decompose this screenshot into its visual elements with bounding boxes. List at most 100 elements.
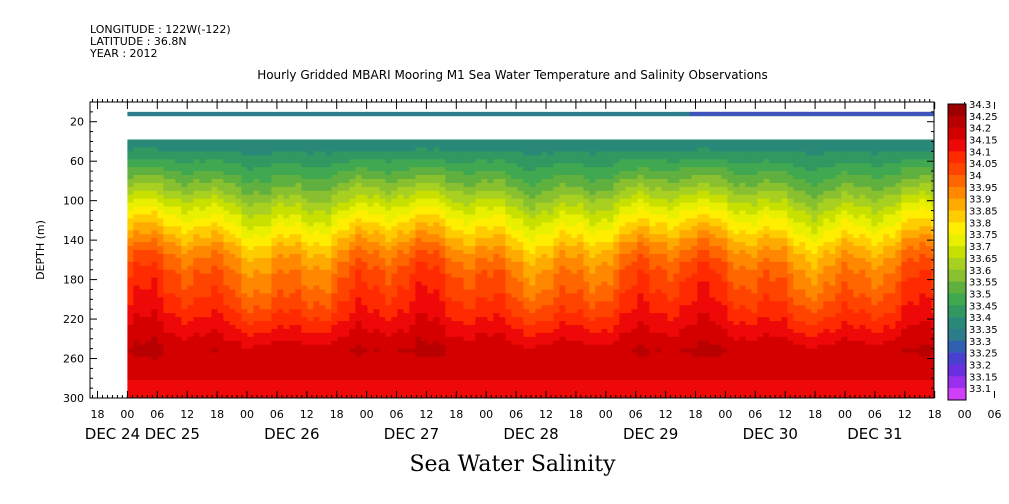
heatmap-cell (535, 376, 542, 381)
heatmap-cell (541, 289, 548, 294)
heatmap-cell (295, 238, 302, 243)
heatmap-cell (301, 269, 308, 275)
heatmap-cell (553, 289, 560, 294)
heatmap-cell (301, 281, 308, 286)
heatmap-cell (391, 328, 398, 334)
heatmap-cell (235, 234, 242, 239)
heatmap-cell (397, 230, 404, 235)
heatmap-cell (211, 226, 218, 231)
heatmap-cell (289, 226, 296, 231)
heatmap-cell (493, 285, 500, 290)
heatmap-cell (229, 348, 236, 354)
heatmap-cell (535, 269, 542, 275)
heatmap-cell (283, 384, 290, 389)
heatmap-cell (523, 246, 530, 251)
heatmap-cell (163, 175, 170, 180)
heatmap-cell (541, 163, 548, 168)
heatmap-cell (553, 171, 560, 176)
heatmap-cell (169, 380, 176, 385)
heatmap-cell (511, 242, 518, 247)
heatmap-cell (331, 253, 338, 259)
heatmap-cell (169, 285, 176, 290)
heatmap-cell (139, 143, 146, 148)
heatmap-cell (403, 273, 410, 279)
heatmap-cell (529, 396, 536, 399)
heatmap-cell (319, 218, 326, 223)
heatmap-cell (469, 352, 476, 357)
heatmap-cell (211, 214, 218, 219)
heatmap-cell (223, 143, 230, 148)
heatmap-cell (133, 269, 140, 275)
heatmap-cell (145, 305, 152, 310)
heatmap-cell (259, 182, 266, 188)
heatmap-cell (391, 305, 398, 310)
heatmap-cell (493, 222, 500, 227)
heatmap-cell (295, 261, 302, 267)
heatmap-cell (223, 155, 230, 160)
heatmap-cell (463, 151, 470, 156)
heatmap-cell (157, 376, 164, 381)
heatmap-cell (181, 238, 188, 243)
heatmap-cell (379, 111, 386, 117)
heatmap-cell (529, 171, 536, 176)
heatmap-cell (379, 364, 386, 369)
heatmap-cell (247, 198, 254, 204)
heatmap-cell (127, 348, 134, 354)
heatmap-cell (259, 155, 266, 160)
heatmap-cell (163, 340, 170, 346)
heatmap-cell (349, 321, 356, 326)
heatmap-cell (193, 368, 200, 373)
heatmap-cell (283, 372, 290, 377)
heatmap-cell (469, 293, 476, 298)
heatmap-cell (253, 111, 260, 117)
heatmap-cell (271, 261, 278, 267)
heatmap-cell (241, 368, 248, 373)
heatmap-cell (373, 336, 380, 342)
heatmap-cell (157, 190, 164, 196)
heatmap-cell (313, 194, 320, 200)
heatmap-cell (319, 317, 326, 322)
heatmap-cell (163, 388, 170, 393)
heatmap-cell (235, 230, 242, 235)
heatmap-cell (247, 340, 254, 346)
heatmap-cell (337, 190, 344, 196)
heatmap-cell (415, 273, 422, 279)
heatmap-cell (331, 324, 338, 330)
heatmap-cell (439, 317, 446, 322)
heatmap-cell (295, 380, 302, 385)
heatmap-cell (349, 273, 356, 279)
heatmap-cell (367, 309, 374, 314)
heatmap-cell (283, 250, 290, 255)
heatmap-cell (187, 159, 194, 164)
heatmap-cell (553, 317, 560, 322)
heatmap-cell (487, 242, 494, 247)
heatmap-cell (433, 301, 440, 306)
heatmap-cell (211, 317, 218, 322)
heatmap-cell (517, 376, 524, 381)
heatmap-cell (295, 167, 302, 172)
heatmap-cell (403, 384, 410, 389)
heatmap-cell (439, 182, 446, 188)
heatmap-cell (499, 210, 506, 215)
heatmap-cell (277, 182, 284, 188)
heatmap-cell (199, 368, 206, 373)
heatmap-cell (289, 178, 296, 184)
heatmap-cell (499, 364, 506, 369)
heatmap-cell (409, 313, 416, 318)
heatmap-cell (487, 151, 494, 156)
heatmap-cell (361, 250, 368, 255)
heatmap-cell (217, 194, 224, 200)
heatmap-cell (133, 242, 140, 247)
heatmap-cell (361, 139, 368, 144)
heatmap-cell (517, 230, 524, 235)
heatmap-cell (127, 301, 134, 306)
heatmap-cell (361, 226, 368, 231)
heatmap-cell (541, 376, 548, 381)
heatmap-cell (169, 139, 176, 144)
heatmap-cell (499, 285, 506, 290)
heatmap-cell (475, 269, 482, 275)
heatmap-cell (307, 163, 314, 168)
heatmap-cell (175, 198, 182, 204)
heatmap-cell (211, 155, 218, 160)
heatmap-cell (193, 163, 200, 168)
